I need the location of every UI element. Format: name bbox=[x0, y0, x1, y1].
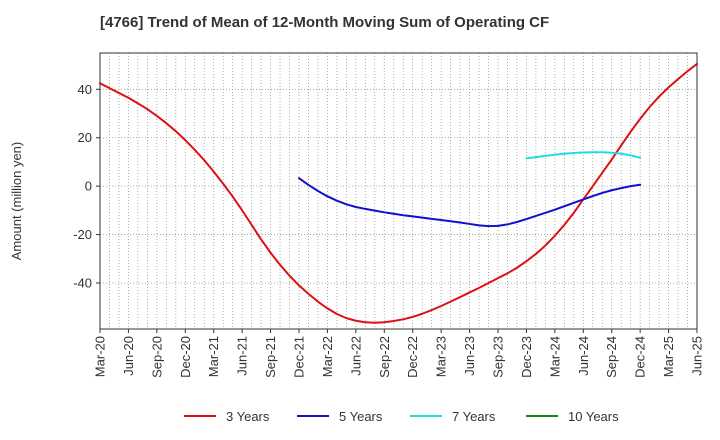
legend-swatch bbox=[526, 415, 558, 417]
x-tick-label: Sep-24 bbox=[604, 336, 619, 378]
y-tick-label: -40 bbox=[73, 276, 92, 291]
x-tick-label: Jun-20 bbox=[121, 336, 136, 376]
legend-item-3-years: 3 Years bbox=[184, 406, 269, 426]
x-tick-label: Jun-24 bbox=[576, 336, 591, 376]
series-line-5-years bbox=[298, 177, 642, 228]
x-tick-label: Jun-23 bbox=[462, 336, 477, 376]
x-tick-label: Sep-23 bbox=[491, 336, 506, 378]
y-tick-label: 20 bbox=[78, 130, 92, 145]
x-tick-label: Dec-22 bbox=[405, 336, 420, 378]
plot-frame bbox=[99, 52, 698, 330]
legend-swatch bbox=[410, 415, 442, 417]
series-line-3-years bbox=[99, 62, 698, 324]
legend-item-10-years: 10 Years bbox=[526, 406, 619, 426]
legend-item-7-years: 7 Years bbox=[410, 406, 495, 426]
x-tick-labels: Mar-20 Jun-20 Sep-20 Dec-20 Mar-21 Jun-21 Sep-… bbox=[93, 329, 705, 378]
legend-label: 7 Years bbox=[452, 408, 496, 424]
y-tick-label: -20 bbox=[73, 227, 92, 242]
legend-label: 5 Years bbox=[339, 408, 383, 424]
series-line-7-years bbox=[525, 151, 642, 160]
legend: 3 Years 5 Years 7 Years 10 Years bbox=[0, 406, 720, 426]
series-layer bbox=[99, 62, 698, 324]
chart-title: [4766] Trend of Mean of 12-Month Moving … bbox=[100, 14, 550, 31]
x-tick-label: Mar-25 bbox=[661, 336, 676, 377]
x-tick-label: Mar-20 bbox=[93, 336, 108, 377]
legend-swatch bbox=[297, 415, 329, 417]
legend-swatch bbox=[184, 415, 216, 417]
x-tick-label: Sep-22 bbox=[377, 336, 392, 378]
legend-label: 3 Years bbox=[226, 408, 270, 424]
legend-label: 10 Years bbox=[568, 408, 619, 424]
y-tick-label: 40 bbox=[78, 82, 92, 97]
x-tick-label: Dec-21 bbox=[292, 336, 307, 378]
x-tick-label: Mar-24 bbox=[547, 336, 562, 377]
grid-lines bbox=[100, 53, 697, 329]
x-tick-label: Dec-20 bbox=[178, 336, 193, 378]
x-tick-label: Sep-20 bbox=[149, 336, 164, 378]
x-tick-label: Dec-23 bbox=[519, 336, 534, 378]
x-tick-label: Mar-23 bbox=[434, 336, 449, 377]
x-tick-label: Mar-22 bbox=[320, 336, 335, 377]
x-tick-label: Dec-24 bbox=[633, 336, 648, 378]
x-tick-label: Jun-25 bbox=[690, 336, 705, 376]
x-tick-label: Jun-22 bbox=[348, 336, 363, 376]
legend-item-5-years: 5 Years bbox=[297, 406, 382, 426]
x-tick-label: Mar-21 bbox=[206, 336, 221, 377]
y-tick-labels: -40 -20 0 20 40 bbox=[73, 82, 100, 291]
x-tick-label: Sep-21 bbox=[263, 336, 278, 378]
x-tick-label: Jun-21 bbox=[235, 336, 250, 376]
y-tick-label: 0 bbox=[85, 179, 92, 194]
